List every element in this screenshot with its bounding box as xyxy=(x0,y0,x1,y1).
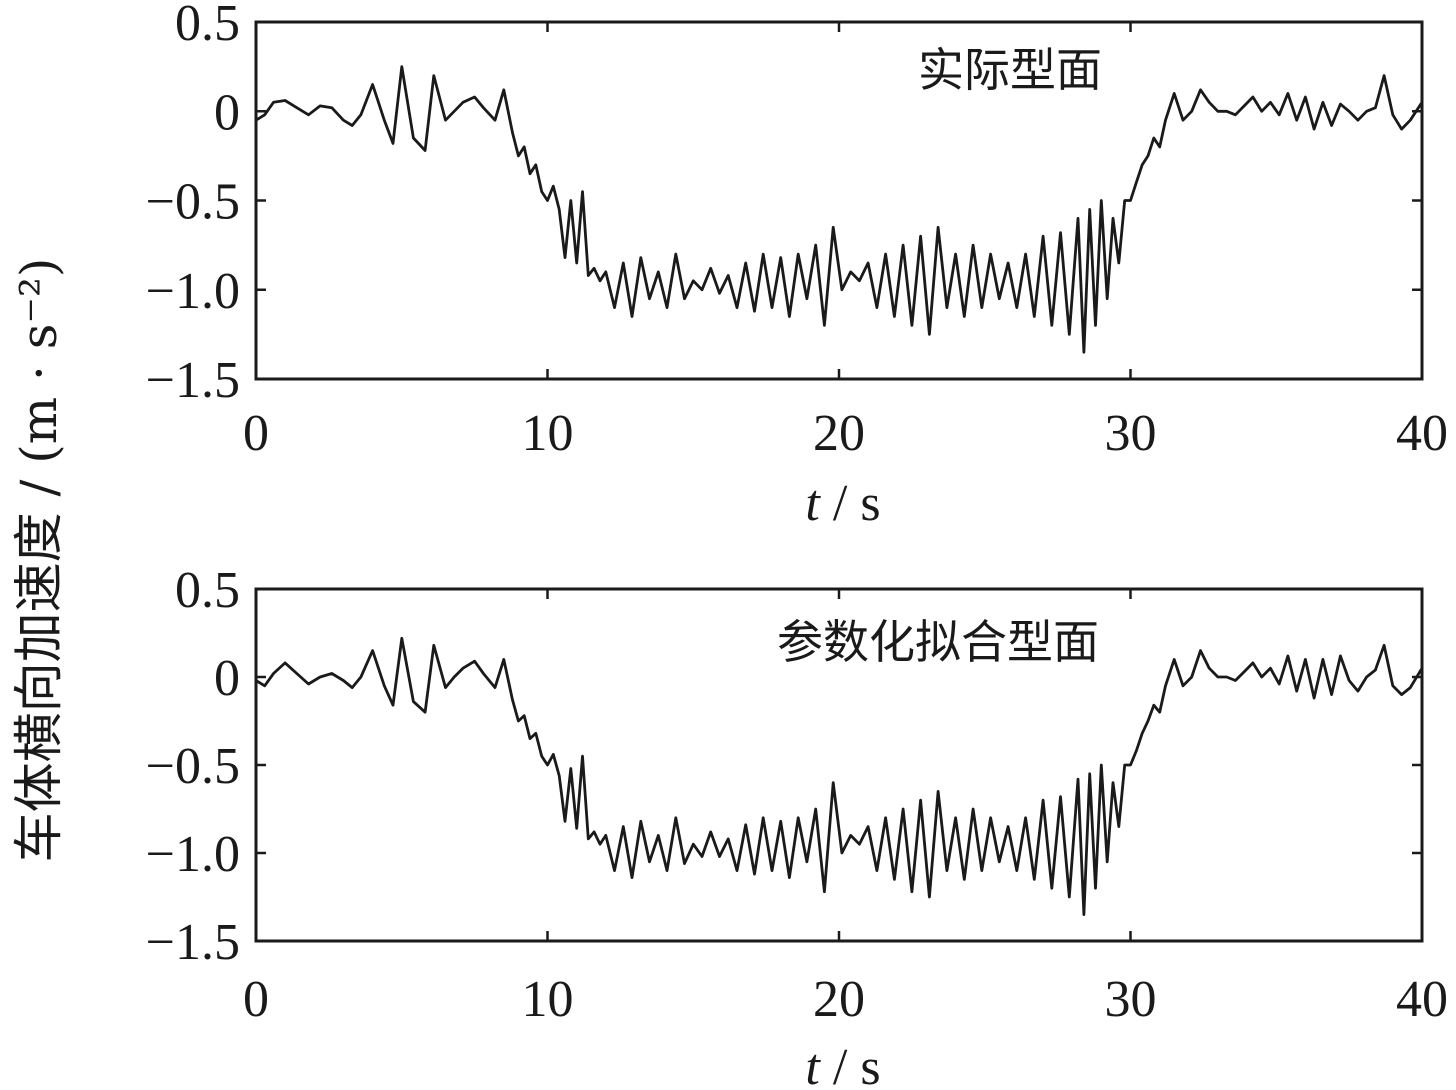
y-tick-label: 0.5 xyxy=(175,562,240,619)
x-axis-label: t / s xyxy=(805,475,880,532)
y-tick-label: −1.5 xyxy=(146,914,240,971)
x-tick-label: 0 xyxy=(243,405,269,462)
x-tick-label: 0 xyxy=(243,971,269,1028)
data-line-1 xyxy=(255,636,1424,916)
y-tick-label: −1.0 xyxy=(146,826,240,883)
chart-panel-2: 0 10 20 30 40 0.5 0 −0.5 −1.0 −1.5 t / s 参数化拟合型面 xyxy=(146,562,1448,1090)
y-tick-label: 0.5 xyxy=(175,0,240,52)
y-tick-label: −1.0 xyxy=(146,263,240,320)
x-tick-label: 30 xyxy=(1105,405,1157,462)
x-tick-label: 40 xyxy=(1396,405,1448,462)
x-tick-label: 20 xyxy=(813,405,865,462)
chart-annotation: 实际型面 xyxy=(918,43,1102,97)
y-tick-label: 0 xyxy=(214,84,240,141)
chart-annotation: 参数化拟合型面 xyxy=(777,615,1099,669)
y-tick-label: −0.5 xyxy=(146,738,240,795)
x-tick-label: 10 xyxy=(522,405,574,462)
y-tick-label: 0 xyxy=(214,650,240,707)
chart-panel-1: 0 10 20 30 40 0.5 0 −0.5 −1.0 −1.5 t / s 实际型面 xyxy=(146,0,1448,532)
x-tick-label: 40 xyxy=(1396,971,1448,1028)
x-axis-unit: / s xyxy=(820,475,881,532)
y-tick-label: −1.5 xyxy=(146,352,240,409)
x-tick-label: 30 xyxy=(1105,971,1157,1028)
x-axis-unit: / s xyxy=(820,1039,881,1090)
x-tick-label: 10 xyxy=(522,971,574,1028)
y-tick-label: −0.5 xyxy=(146,174,240,231)
x-tick-label: 20 xyxy=(813,971,865,1028)
data-line-1 xyxy=(255,65,1424,354)
x-axis-variable: t xyxy=(805,475,821,532)
y-axis-label: 车体横向加速度 / (m · s⁻²) xyxy=(10,258,68,863)
x-axis-variable: t xyxy=(805,1039,821,1090)
plot-frame xyxy=(254,20,1424,381)
x-axis-label: t / s xyxy=(805,1039,880,1090)
